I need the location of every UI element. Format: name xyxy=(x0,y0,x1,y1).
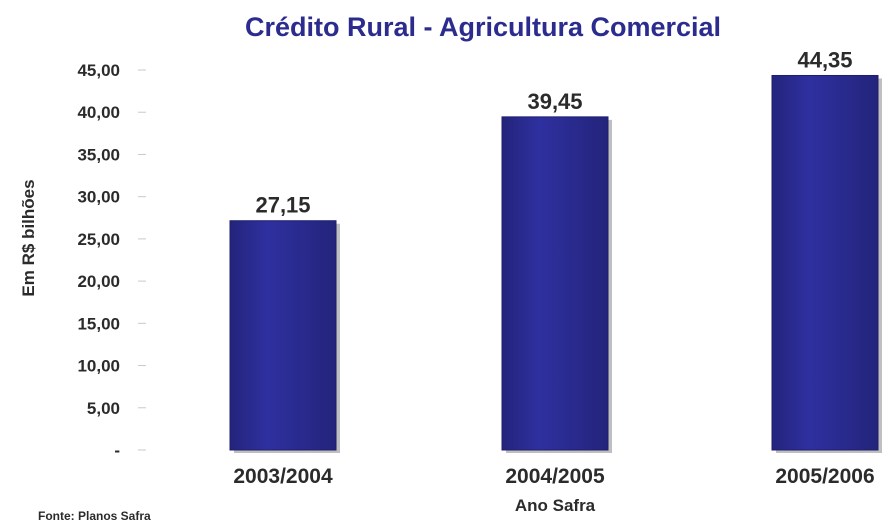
bar xyxy=(501,116,609,451)
bar-value-label: 44,35 xyxy=(797,47,852,72)
x-axis-label: Ano Safra xyxy=(515,496,596,515)
y-axis-label: Em R$ bilhões xyxy=(19,179,38,296)
y-tick-label: 35,00 xyxy=(77,145,120,164)
bar-value-label: 39,45 xyxy=(527,89,582,114)
x-category-label: 2005/2006 xyxy=(775,465,874,488)
y-axis: - 5,00 10,00 15,00 20,00 25,00 30,00 35,00 40,00… xyxy=(77,61,146,460)
bar-value-label: 27,15 xyxy=(255,193,310,218)
x-category-label: 2004/2005 xyxy=(505,465,605,488)
y-tick-label: 10,00 xyxy=(77,357,120,376)
y-tick-label: 5,00 xyxy=(87,399,120,418)
y-tick-label: 25,00 xyxy=(77,230,120,249)
y-tick-label: 20,00 xyxy=(77,272,120,291)
bars: 27,15 2003/2004 39,45 2004/2005 44,35 2005/20… xyxy=(229,47,882,488)
y-tick-label: 30,00 xyxy=(77,188,120,207)
y-tick-label: 40,00 xyxy=(77,103,120,122)
source-note: Fonte: Planos Safra xyxy=(38,509,151,523)
y-tick-label: - xyxy=(114,441,120,460)
x-category-label: 2003/2004 xyxy=(233,465,333,488)
bar xyxy=(771,74,879,451)
bar xyxy=(229,220,337,451)
chart-title: Crédito Rural - Agricultura Comercial xyxy=(245,12,721,42)
y-tick-label: 45,00 xyxy=(77,61,120,80)
y-tick-label: 15,00 xyxy=(77,314,120,333)
